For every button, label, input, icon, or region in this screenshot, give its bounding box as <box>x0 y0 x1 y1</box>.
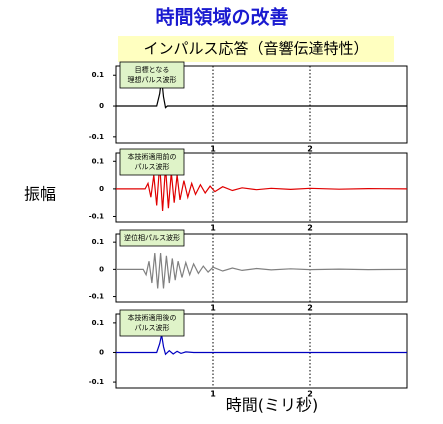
annotation: 本技術適用後の <box>128 313 177 322</box>
y-tick-label: 0.1 <box>92 157 105 165</box>
y-tick-label: -0.1 <box>89 212 104 220</box>
y-tick-label: 0 <box>99 185 104 193</box>
waveform <box>116 163 408 212</box>
title: 時間領域の改善 <box>155 6 288 29</box>
annotation-box <box>119 229 185 247</box>
waveform <box>116 334 407 356</box>
y-tick-label: -0.1 <box>89 133 104 141</box>
x-tick-label: 2 <box>307 304 313 313</box>
annotation: 理想パルス波形 <box>128 75 177 84</box>
panel-frame <box>115 65 408 144</box>
y-tick-label: 0 <box>99 348 104 356</box>
y-tick-label: 0.1 <box>92 319 105 327</box>
x-label: 時間(ミリ秒) <box>226 396 319 415</box>
y-label: 振幅 <box>24 185 56 204</box>
x-tick-label: 2 <box>307 224 313 233</box>
annotation-box <box>119 309 185 337</box>
y-tick-label: -0.1 <box>89 378 104 386</box>
annotation: パルス波形 <box>135 162 170 171</box>
x-tick-label: 1 <box>210 224 216 233</box>
y-tick-label: 0.1 <box>92 238 105 246</box>
x-tick-label: 1 <box>210 145 216 154</box>
waveform <box>116 252 408 289</box>
subtitle: インパルス応答（音響伝達特性） <box>143 40 368 58</box>
x-tick-label: 1 <box>210 304 216 313</box>
panel-frame <box>115 152 408 223</box>
annotation-box <box>119 61 185 89</box>
y-tick-label: 0 <box>99 265 104 273</box>
y-tick-label: 0 <box>99 102 104 110</box>
x-tick-label: 1 <box>210 390 216 399</box>
y-tick-label: 0.1 <box>92 71 105 79</box>
annotation: パルス波形 <box>135 323 170 332</box>
y-tick-label: -0.1 <box>89 293 104 301</box>
annotation: 本技術適用前の <box>128 152 177 161</box>
panel-frame <box>115 313 408 389</box>
panel-frame <box>115 233 408 303</box>
annotation-box <box>119 148 185 176</box>
subtitle-box <box>118 36 394 62</box>
x-tick-label: 2 <box>307 145 313 154</box>
x-tick-label: 2 <box>307 390 313 399</box>
annotation: 逆位相パルス波形 <box>124 233 180 242</box>
annotation: 目標となる <box>135 65 170 74</box>
